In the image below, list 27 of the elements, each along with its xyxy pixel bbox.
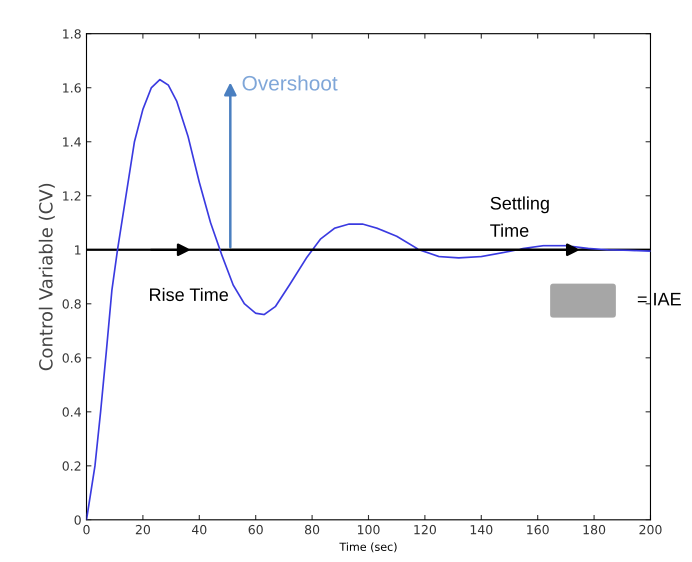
x-tick-label: 40 [192, 524, 206, 534]
x-tick-label: 200 [639, 524, 662, 534]
x-tick-label: 60 [248, 524, 263, 534]
y-tick-label: 0.8 [62, 299, 81, 309]
x-tick-label: 120 [414, 524, 436, 534]
x-tick-label: 160 [527, 524, 549, 534]
x-tick-label: 100 [358, 524, 380, 534]
y-tick-label: 0.6 [62, 353, 81, 363]
y-axis-title: Control Variable (CV) [38, 184, 55, 370]
x-tick-label: 0 [83, 524, 90, 534]
y-tick-label: 0.2 [62, 461, 80, 471]
annotation: = IAE [638, 292, 681, 306]
annotation: Overshoot [242, 75, 338, 91]
x-tick-label: 80 [304, 524, 320, 534]
x-tick-label: 20 [136, 524, 150, 534]
x-tick-label: 140 [470, 524, 492, 534]
x-tick-label: 180 [584, 524, 606, 534]
annotation: Rise Time [150, 288, 228, 302]
y-tick-label: 1.8 [63, 29, 81, 39]
y-tick-label: 0 [74, 515, 81, 525]
y-tick-label: 1.6 [63, 83, 81, 93]
x-axis-title: Time (sec) [339, 542, 397, 552]
y-tick-label: 1.2 [63, 191, 80, 201]
y-tick-label: 1.4 [63, 137, 81, 146]
y-tick-label: 1 [75, 245, 80, 255]
annotation: Settling Time [490, 196, 549, 237]
y-tick-label: 0.4 [62, 407, 81, 417]
